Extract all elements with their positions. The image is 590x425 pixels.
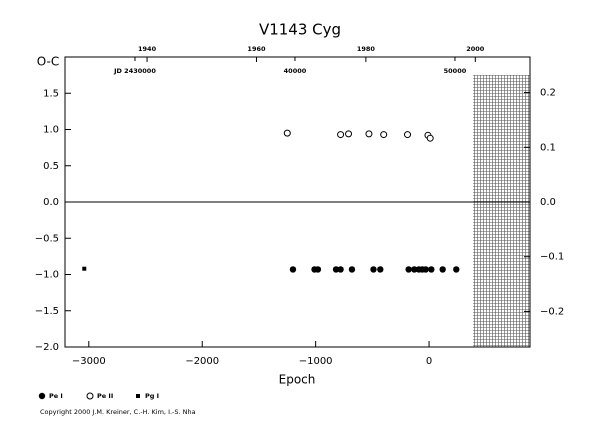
legend-marker <box>136 394 140 398</box>
copyright: Copyright 2000 J.M. Kreiner, C.-H. Kim, … <box>40 408 196 416</box>
point <box>405 266 412 273</box>
point <box>453 266 460 273</box>
y-tick-label: −1.0 <box>35 270 59 281</box>
x-tick-label: −2000 <box>185 356 219 367</box>
point <box>411 266 418 273</box>
legend-marker <box>38 392 46 400</box>
point <box>404 131 412 139</box>
year-tick-label: 1980 <box>357 45 376 53</box>
legend-label: Pe I <box>49 392 63 400</box>
x-axis-label: Epoch <box>279 373 316 387</box>
point <box>337 131 345 139</box>
point <box>348 266 356 273</box>
year-tick-label: 2000 <box>466 45 485 53</box>
point <box>439 266 446 273</box>
point <box>289 266 297 273</box>
point <box>82 266 87 271</box>
y-tick-label: 1.0 <box>43 125 59 136</box>
point <box>426 134 434 142</box>
y-tick-label: 0.5 <box>43 161 59 172</box>
jd-tick-label: JD 2430000 <box>113 67 156 75</box>
point <box>377 266 384 273</box>
y2-tick-label: −0.1 <box>540 252 564 263</box>
legend-marker <box>86 392 94 400</box>
chart-title: V1143 Cyg <box>259 21 341 39</box>
y2-tick-label: 0.2 <box>540 88 556 99</box>
point <box>370 266 377 273</box>
jd-tick-label: 50000 <box>444 67 467 75</box>
y2-tick-label: 0.0 <box>540 197 556 208</box>
year-tick-label: 1940 <box>138 45 157 53</box>
y-tick-label: −2.0 <box>35 342 59 353</box>
point <box>337 266 344 273</box>
y-tick-label: −1.5 <box>35 306 59 317</box>
legend-label: Pe II <box>97 392 113 400</box>
y-tick-label: 0.0 <box>43 197 59 208</box>
point <box>314 266 322 273</box>
year-tick-label: 1960 <box>247 45 266 53</box>
legend-label: Pg I <box>145 392 159 400</box>
point <box>380 131 388 139</box>
x-tick-label: −1000 <box>299 356 333 367</box>
point <box>428 266 435 273</box>
point <box>422 266 429 273</box>
x-tick-label: 0 <box>426 356 432 367</box>
point <box>365 130 373 138</box>
future-region <box>473 75 530 347</box>
y-tick-label: 1.5 <box>43 88 59 99</box>
y-tick-label: −0.5 <box>35 233 59 244</box>
y2-tick-label: −0.2 <box>540 306 564 317</box>
point <box>283 129 291 137</box>
point <box>332 266 340 273</box>
y2-tick-label: 0.1 <box>540 142 556 153</box>
x-tick-label: −3000 <box>72 356 106 367</box>
y-axis-label: O-C <box>37 55 60 69</box>
point <box>345 130 353 138</box>
jd-tick-label: 40000 <box>284 67 307 75</box>
